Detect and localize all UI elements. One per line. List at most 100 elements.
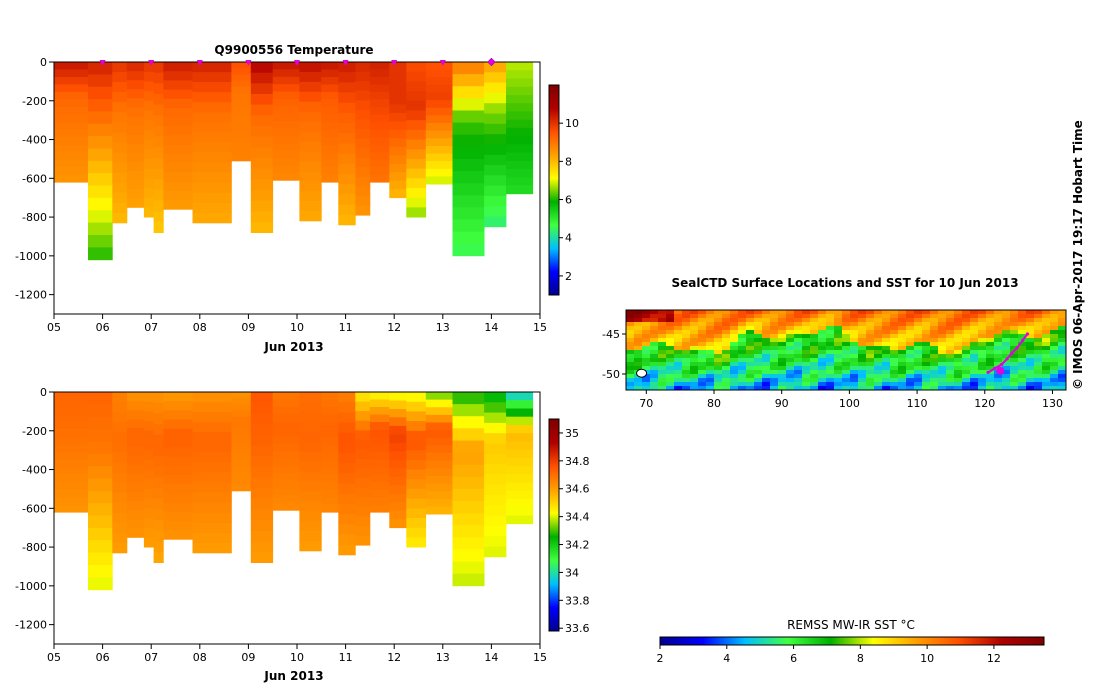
profile-marker bbox=[342, 60, 349, 66]
temp-cell bbox=[163, 71, 193, 81]
sal-cell bbox=[112, 492, 128, 504]
sst-cell bbox=[874, 386, 883, 390]
sst-cell bbox=[722, 386, 731, 390]
temp-cell bbox=[54, 107, 89, 115]
sst-cell bbox=[730, 342, 739, 347]
sst-cell bbox=[714, 350, 723, 355]
track-point bbox=[993, 366, 997, 370]
sal-cell bbox=[452, 549, 485, 562]
profile-marker bbox=[294, 60, 300, 66]
sst-cell bbox=[682, 310, 691, 315]
sst-cell bbox=[874, 338, 883, 343]
sal-colorbar-tick-label: 34.4 bbox=[565, 511, 590, 524]
sst-cell bbox=[778, 370, 787, 375]
sal-cell bbox=[88, 515, 113, 529]
sal-cell bbox=[112, 462, 128, 473]
sst-cell bbox=[722, 366, 731, 371]
sal-cell bbox=[425, 491, 453, 500]
temp-colorbar-tick-label: 2 bbox=[565, 270, 572, 283]
temp-cell bbox=[355, 196, 371, 206]
sal-cell bbox=[272, 502, 300, 511]
map-x-tick-label: 120 bbox=[974, 397, 995, 410]
sst-cell bbox=[714, 374, 723, 379]
sst-cell bbox=[658, 318, 667, 323]
sal-cell bbox=[452, 416, 485, 429]
sal-cell bbox=[250, 551, 274, 563]
sst-cell bbox=[866, 374, 875, 379]
sst-cell bbox=[690, 362, 699, 367]
sst-cell bbox=[970, 378, 979, 383]
sst-cell bbox=[914, 354, 923, 359]
sal-cell bbox=[389, 425, 407, 435]
temp-cell bbox=[126, 107, 145, 117]
sst-cell bbox=[906, 322, 915, 327]
sal-cell bbox=[355, 449, 371, 460]
sst-cell bbox=[1026, 318, 1035, 323]
sst-cell bbox=[922, 370, 931, 375]
temp-cell bbox=[163, 190, 193, 201]
sst-cell bbox=[1058, 358, 1066, 363]
sst-cell bbox=[754, 310, 763, 315]
sst-cell bbox=[954, 310, 963, 315]
temp-cell bbox=[250, 126, 274, 138]
sst-cell bbox=[690, 354, 699, 359]
sst-cell bbox=[658, 374, 667, 379]
temp-cell bbox=[484, 123, 507, 135]
sst-cell bbox=[698, 386, 707, 390]
sal-cell bbox=[425, 460, 453, 469]
temp-cell bbox=[406, 71, 427, 82]
temp-cell bbox=[321, 152, 339, 160]
sal-cell bbox=[452, 476, 485, 490]
temp-cell bbox=[389, 104, 407, 114]
sst-cell bbox=[794, 362, 803, 367]
sst-cell bbox=[930, 338, 939, 343]
sst-cell bbox=[762, 370, 771, 375]
sal-cell bbox=[369, 392, 390, 400]
sst-cell bbox=[946, 350, 955, 355]
temp-cell bbox=[321, 174, 339, 183]
temp-cell bbox=[112, 212, 128, 224]
sal-y-tick-label: 0 bbox=[40, 386, 47, 399]
temp-cell bbox=[299, 171, 322, 182]
temp-cell bbox=[484, 92, 507, 104]
sst-cell bbox=[890, 330, 899, 335]
sst-cell bbox=[826, 334, 835, 339]
sst-cell bbox=[1050, 322, 1059, 327]
sal-cell bbox=[153, 456, 164, 468]
sal-cell bbox=[506, 416, 534, 426]
sst-cell bbox=[842, 326, 851, 331]
sst-cell bbox=[762, 322, 771, 327]
sst-cell bbox=[754, 318, 763, 323]
sst-cell bbox=[666, 374, 675, 379]
sst-cell bbox=[690, 330, 699, 335]
sst-cell bbox=[778, 314, 787, 319]
sst-cell bbox=[1010, 322, 1019, 327]
sst-cell bbox=[1026, 330, 1035, 335]
sst-cell bbox=[626, 362, 635, 367]
temp-cell bbox=[389, 146, 407, 156]
sst-cell bbox=[818, 326, 827, 331]
temp-cell bbox=[143, 149, 154, 160]
sal-cell bbox=[506, 466, 534, 475]
sst-cell bbox=[1042, 374, 1051, 379]
sst-cell bbox=[706, 326, 715, 331]
temp-cell bbox=[54, 174, 89, 183]
sst-cell bbox=[834, 322, 843, 327]
temp-cell bbox=[88, 136, 113, 149]
sst-cell bbox=[786, 330, 795, 335]
sst-cell bbox=[866, 318, 875, 323]
sst-cell bbox=[994, 334, 1003, 339]
sst-cell bbox=[1042, 314, 1051, 319]
temp-profile bbox=[355, 62, 371, 216]
sal-cell bbox=[506, 507, 534, 516]
sst-cell bbox=[898, 310, 907, 315]
sst-cell bbox=[938, 334, 947, 339]
sal-cell bbox=[112, 542, 128, 554]
sst-cell bbox=[778, 342, 787, 347]
sst-cell bbox=[962, 386, 971, 390]
sst-cell bbox=[1002, 322, 1011, 327]
sst-cell bbox=[690, 374, 699, 379]
temp-cell bbox=[389, 180, 407, 190]
sst-cell bbox=[722, 314, 731, 319]
sst-cell bbox=[1034, 382, 1043, 387]
